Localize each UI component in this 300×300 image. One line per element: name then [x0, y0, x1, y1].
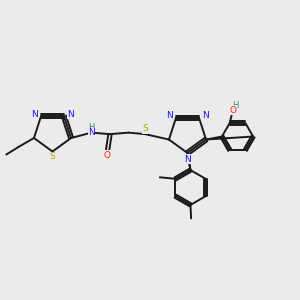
Text: H: H — [88, 123, 94, 132]
Text: N: N — [184, 154, 191, 164]
Text: N: N — [31, 110, 38, 119]
Text: N: N — [67, 110, 74, 119]
Text: O: O — [104, 151, 111, 160]
Text: N: N — [166, 111, 173, 120]
Text: N: N — [202, 111, 209, 120]
Text: S: S — [142, 124, 148, 133]
Text: S: S — [50, 152, 56, 161]
Text: H: H — [232, 100, 238, 109]
Text: O: O — [230, 106, 237, 115]
Text: N: N — [88, 128, 95, 137]
